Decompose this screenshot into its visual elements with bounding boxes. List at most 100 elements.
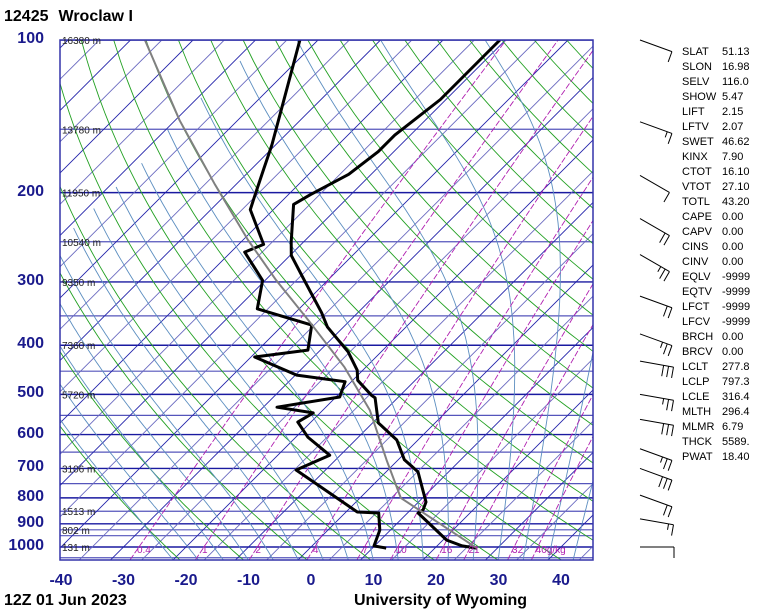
isotherm-line bbox=[391, 358, 593, 560]
stat-row: LFCT -9999 bbox=[682, 300, 750, 315]
mixing-ratio-line bbox=[463, 323, 593, 560]
moist-adiabat-line bbox=[484, 40, 561, 560]
moist-adiabat-line bbox=[115, 186, 349, 560]
stat-key: EQTV bbox=[682, 286, 712, 298]
mixing-ratio-label: 16 bbox=[441, 545, 453, 556]
stat-row: LFCV -9999 bbox=[682, 315, 750, 330]
stat-key: LFCV bbox=[682, 316, 711, 328]
pressure-tick-label: 600 bbox=[17, 424, 44, 442]
isotherm-line bbox=[141, 108, 593, 560]
stat-key: LCLP bbox=[682, 376, 710, 388]
mixing-ratio-line bbox=[531, 435, 593, 560]
isotherm-line bbox=[60, 40, 350, 330]
isotherm-line bbox=[297, 264, 593, 560]
wind-barb bbox=[639, 333, 673, 357]
pressure-tick-label: 1000 bbox=[8, 537, 44, 554]
moist-adiabat-line bbox=[296, 40, 479, 560]
isotherm-line bbox=[60, 40, 475, 455]
plot-frame bbox=[59, 39, 594, 561]
moist-adiabat-line bbox=[572, 479, 593, 560]
isotherm-line bbox=[172, 139, 593, 560]
stat-value: 6.79 bbox=[722, 421, 744, 433]
moist-adiabat-line bbox=[547, 349, 593, 560]
isotherm-line bbox=[60, 40, 288, 268]
temperature-tick-label: 40 bbox=[552, 572, 570, 589]
stat-value: 0.00 bbox=[722, 241, 744, 253]
isotherm-line bbox=[60, 40, 131, 112]
stat-row: LIFT 2.15 bbox=[682, 105, 750, 120]
stat-key: LIFT bbox=[682, 106, 705, 118]
stat-key: CINS bbox=[682, 241, 709, 253]
stat-key: SLON bbox=[682, 61, 712, 73]
wind-barb bbox=[639, 121, 673, 144]
dry-adiabat-line bbox=[60, 81, 435, 560]
stat-row: SHOW 5.47 bbox=[682, 90, 750, 105]
stat-row: SLAT 51.13 bbox=[682, 45, 750, 60]
height-label: 10540 m bbox=[62, 238, 101, 249]
temperature-tick-label: -20 bbox=[174, 572, 198, 589]
stat-value: 27.10 bbox=[722, 181, 750, 193]
moist-adiabat-line bbox=[380, 40, 516, 560]
pressure-tick-label: 200 bbox=[17, 182, 44, 200]
source-credit: University of Wyoming bbox=[354, 592, 528, 609]
stability-indices: SLAT 51.13 SLON 16.98 SELV 116.0 SHOW 5.47 LIFT 2… bbox=[682, 45, 750, 465]
stat-row: EQTV -9999 bbox=[682, 285, 750, 300]
stat-value: 0.00 bbox=[722, 256, 744, 268]
dry-adiabat-line bbox=[177, 40, 593, 502]
wind-barb bbox=[639, 393, 674, 412]
mixing-ratio-line bbox=[507, 394, 593, 560]
stat-value: 277.8 bbox=[722, 361, 750, 373]
stat-row: LFTV 2.07 bbox=[682, 120, 750, 135]
mixing-ratio-label: 0.4 bbox=[137, 545, 151, 556]
stat-row: CTOT 16.10 bbox=[682, 165, 750, 180]
wind-barb bbox=[639, 518, 674, 536]
mixing-ratio-label: 4 bbox=[313, 545, 319, 556]
dewpoint-profile-line bbox=[243, 40, 387, 550]
dry-adiabat-line bbox=[372, 40, 593, 280]
stat-value: 116.0 bbox=[722, 76, 749, 88]
mixing-ratio-line bbox=[435, 283, 593, 560]
stat-key: SLAT bbox=[682, 46, 709, 58]
stat-value: 2.15 bbox=[722, 106, 744, 118]
stat-value: -9999 bbox=[722, 316, 751, 328]
sounding-time: 12Z 01 Jun 2023 bbox=[4, 592, 127, 609]
stat-key: VTOT bbox=[682, 181, 712, 193]
height-label: 9350 m bbox=[62, 278, 95, 289]
stat-key: MLMR bbox=[682, 421, 715, 433]
isotherm-line bbox=[360, 326, 593, 560]
moist-adiabat-line bbox=[60, 345, 224, 560]
stat-value: -9999 bbox=[722, 301, 751, 313]
stat-key: EQLV bbox=[682, 271, 711, 283]
stat-key: CAPE bbox=[682, 211, 712, 223]
isotherm-line bbox=[60, 40, 569, 549]
stat-row: CINS 0.00 bbox=[682, 240, 750, 255]
mixing-ratio-line bbox=[195, 40, 559, 560]
wind-barb bbox=[639, 254, 670, 282]
stat-row: VTOT 27.10 bbox=[682, 180, 750, 195]
mixing-ratio-label: 1 bbox=[202, 545, 208, 556]
height-label: 7360 m bbox=[62, 341, 95, 352]
height-label: 1513 m bbox=[62, 507, 95, 518]
temperature-tick-label: -10 bbox=[236, 572, 261, 589]
isotherm-line bbox=[60, 40, 413, 393]
isotherm-line bbox=[60, 40, 194, 174]
stat-row: CAPV 0.00 bbox=[682, 225, 750, 240]
mixing-ratio-label: 21 bbox=[468, 545, 480, 556]
stat-value: 43.20 bbox=[722, 196, 750, 208]
stat-key: LCLE bbox=[682, 391, 710, 403]
stat-key: CAPV bbox=[682, 226, 712, 238]
stat-value: 0.00 bbox=[722, 331, 744, 343]
temperature-tick-label: -40 bbox=[49, 572, 73, 589]
isotherm-line bbox=[79, 45, 593, 560]
pressure-tick-label: 100 bbox=[17, 30, 44, 47]
stat-value: 16.98 bbox=[722, 61, 750, 73]
stat-value: 0.00 bbox=[722, 346, 744, 358]
mixing-ratio-label: 32 bbox=[512, 545, 524, 556]
wind-barb bbox=[639, 467, 673, 491]
stat-row: LCLE 316.4 bbox=[682, 390, 750, 405]
wind-barb bbox=[639, 218, 670, 246]
pressure-tick-label: 400 bbox=[17, 335, 44, 353]
moist-adiabat-line bbox=[60, 418, 174, 560]
mixing-ratio-line bbox=[390, 219, 593, 560]
moist-adiabat-line bbox=[60, 254, 274, 560]
